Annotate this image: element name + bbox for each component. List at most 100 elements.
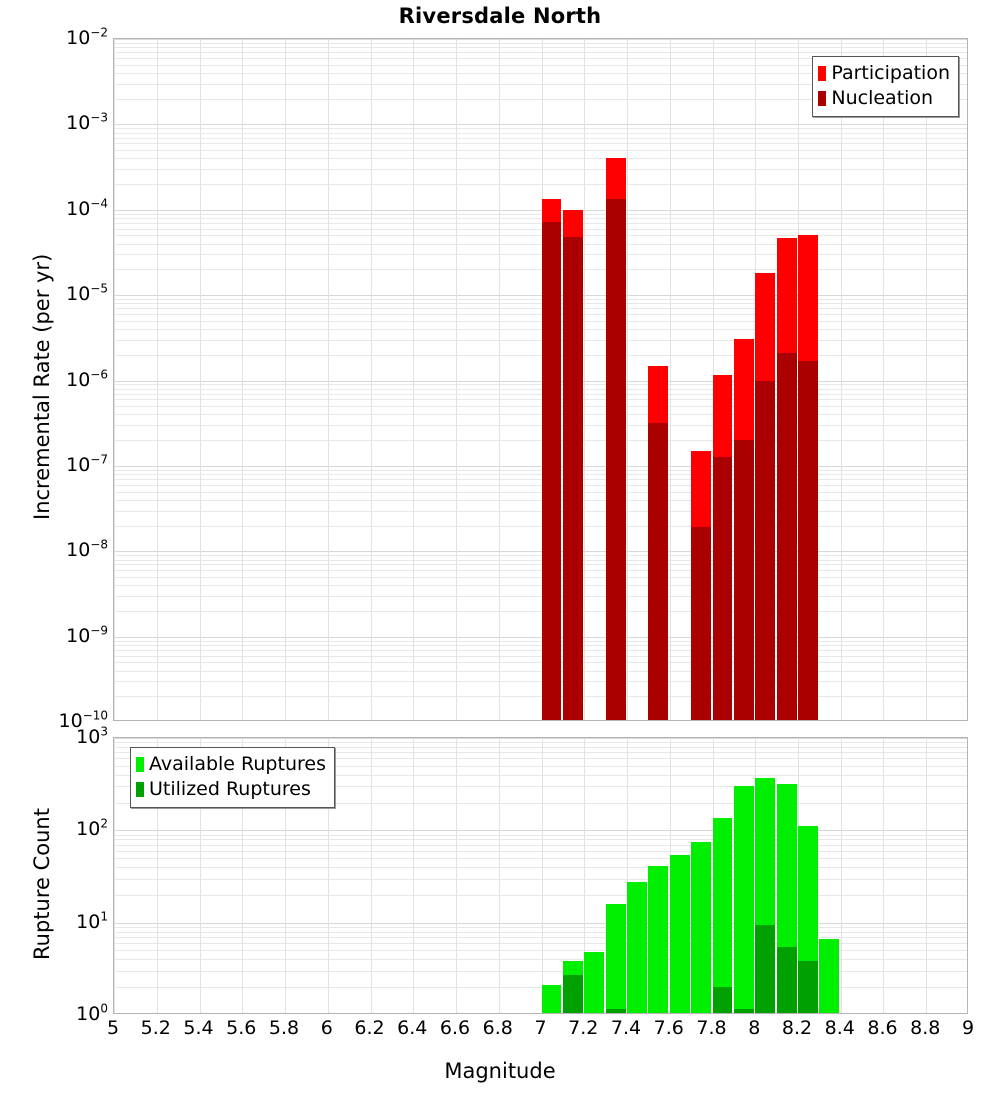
gridline (114, 596, 967, 597)
gridline (114, 84, 967, 85)
gridline (114, 560, 967, 561)
bar-segment-inner (562, 974, 583, 1013)
bottom-y-axis-title: Rupture Count (30, 808, 54, 960)
gridline (114, 43, 967, 44)
y-tick-label: 100 (76, 1001, 108, 1025)
gridline (114, 138, 967, 139)
gridline (114, 299, 967, 300)
y-tick-label: 10−5 (66, 281, 108, 306)
gridline (114, 766, 967, 767)
gridline (114, 52, 967, 53)
gridline (114, 39, 967, 40)
x-tick-label: 8.2 (781, 1017, 813, 1039)
gridline (114, 73, 967, 74)
bar (605, 39, 626, 720)
x-tick-label: 8.6 (867, 1017, 898, 1039)
bar (648, 738, 669, 1013)
gridline (114, 775, 967, 776)
bar-segment-inner (562, 236, 583, 720)
gridline (114, 696, 967, 697)
legend-label: Nucleation (831, 87, 934, 109)
gridline (114, 526, 967, 527)
gridline (926, 738, 927, 1013)
gridline (114, 308, 967, 309)
gridline (328, 738, 329, 1013)
bar-segment-outer (669, 854, 690, 1013)
x-tick-label: 5.2 (140, 1017, 171, 1039)
gridline (157, 39, 158, 720)
gridline (627, 39, 628, 720)
gridline (114, 845, 967, 846)
gridline (114, 570, 967, 571)
y-tick-label: 101 (76, 909, 108, 933)
x-tick-label: 6.4 (397, 1017, 428, 1039)
y-tick-label: 103 (76, 724, 108, 748)
gridline (114, 943, 967, 944)
gridline (285, 39, 286, 720)
legend-row: Available Ruptures (136, 752, 326, 777)
bar (691, 738, 711, 1013)
bar (712, 738, 733, 1013)
gridline (285, 738, 286, 1013)
legend-row: Utilized Ruptures (136, 777, 326, 802)
bar (605, 738, 626, 1013)
y-tick-label: 10−9 (66, 623, 108, 647)
gridline (114, 406, 967, 407)
bar-segment-inner (712, 457, 733, 720)
gridline (114, 223, 967, 224)
x-tick-label: 9 (961, 1017, 975, 1039)
y-tick-label: 10−3 (66, 111, 108, 135)
gridline (114, 355, 967, 356)
gridline (114, 971, 967, 972)
gridline (114, 47, 967, 48)
gridline (114, 879, 967, 880)
gridline (114, 158, 967, 159)
bar (648, 39, 669, 720)
gridline (114, 662, 967, 663)
gridline (328, 39, 329, 720)
x-tick-label: 5.6 (226, 1017, 257, 1039)
gridline (114, 492, 967, 493)
bar-segment-inner (776, 946, 797, 1013)
gridline (242, 738, 243, 1013)
gridline (456, 738, 457, 1013)
gridline (114, 830, 967, 831)
gridline (627, 738, 628, 1013)
gridline (114, 99, 967, 100)
bottom-legend: Available Ruptures Utilized Ruptures (130, 747, 335, 808)
gridline (114, 470, 967, 471)
gridline (883, 39, 884, 720)
bar-segment-inner (605, 199, 626, 720)
bar (776, 39, 797, 720)
bar-segment-outer (733, 786, 754, 1013)
gridline (114, 895, 967, 896)
gridline (499, 738, 500, 1013)
legend-swatch-icon (818, 91, 827, 106)
gridline (584, 738, 585, 1013)
gridline (114, 564, 967, 565)
gridline (114, 585, 967, 586)
gridline (114, 124, 967, 125)
bar-segment-inner (605, 1009, 626, 1013)
x-tick-label: 7.6 (653, 1017, 684, 1039)
x-axis-ticks: 5 5.2 5.4 5.6 5.8 6 6.2 6.4 6.6 6.8 7 7.2 7.4 7.6 7.8 8… (107, 1017, 974, 1045)
x-tick-label: 6 (320, 1017, 333, 1039)
gridline (926, 39, 927, 720)
gridline (114, 637, 967, 638)
gridline (242, 39, 243, 720)
gridline (114, 214, 967, 215)
y-tick-label: 102 (76, 817, 108, 841)
bar-segment-outer (605, 904, 626, 1013)
bar (733, 39, 754, 720)
bar (776, 738, 797, 1013)
bar (562, 738, 583, 1013)
gridline (114, 645, 967, 646)
gridline (114, 835, 967, 836)
x-tick-label: 5.8 (268, 1017, 300, 1039)
bar (755, 738, 776, 1013)
gridline (114, 758, 967, 759)
bar (541, 39, 562, 720)
bar (798, 738, 818, 1013)
bar (541, 738, 562, 1013)
gridline (114, 329, 967, 330)
